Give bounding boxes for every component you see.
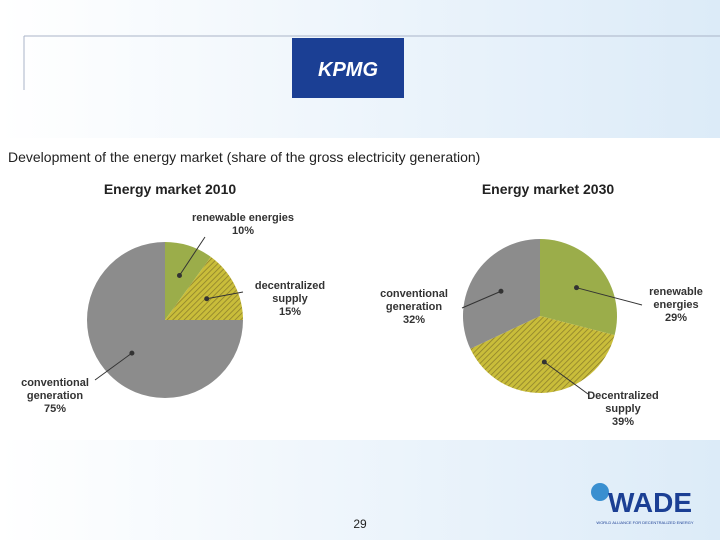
slice-label: conventional generation 75% (0, 377, 110, 416)
leader-line (206, 291, 244, 300)
category-label: conventional generation (21, 377, 89, 402)
leader-line (544, 361, 589, 395)
leader-dot (129, 350, 135, 356)
value-label: 29% (664, 312, 688, 324)
kpmg-text: KPMG (318, 59, 378, 81)
category-label: conventional generation (380, 288, 448, 313)
slice-label: Decentralized supply 39% (568, 390, 678, 429)
leader-dot (574, 285, 580, 291)
category-label: Decentralized supply (587, 390, 659, 415)
category-label: renewable energies (649, 286, 703, 311)
value-label: 15% (278, 306, 302, 318)
wade-text: WADE (608, 487, 692, 518)
value-label: 32% (402, 314, 426, 326)
chart-title: Energy market 2010 (104, 181, 237, 197)
leader-dot (176, 272, 182, 278)
pie-slice (462, 239, 540, 349)
slice-label: renewable energies 10% (168, 212, 318, 238)
leader-line (179, 236, 206, 276)
slice-label: decentralized supply 15% (240, 280, 340, 319)
page-number: 29 (353, 517, 367, 531)
leader-dot (204, 296, 210, 302)
category-label: renewable energies (191, 212, 295, 224)
wade-icon (591, 483, 609, 501)
leader-line (576, 287, 643, 306)
value-label: 39% (611, 416, 635, 428)
pie-slice (87, 242, 243, 398)
leader-line (461, 290, 502, 309)
chart-title: Energy market 2030 (482, 181, 615, 197)
wade-caption: WORLD ALLIANCE FOR DECENTRALIZED ENERGY (596, 520, 693, 525)
pie-slice (165, 242, 211, 320)
value-label: 75% (43, 403, 67, 415)
slice-label: renewable energies 29% (636, 286, 716, 325)
pie-slice (470, 316, 615, 394)
category-label: decentralized supply (254, 280, 326, 305)
slice-label: conventional generation 32% (369, 288, 459, 327)
kpmg-logo (292, 38, 404, 98)
slide-heading: Development of the energy market (share … (8, 149, 480, 165)
leader-dot (498, 288, 504, 294)
leader-dot (541, 359, 547, 365)
leader-line (94, 352, 133, 381)
value-label: 10% (231, 225, 255, 237)
pie-slice (165, 256, 243, 320)
